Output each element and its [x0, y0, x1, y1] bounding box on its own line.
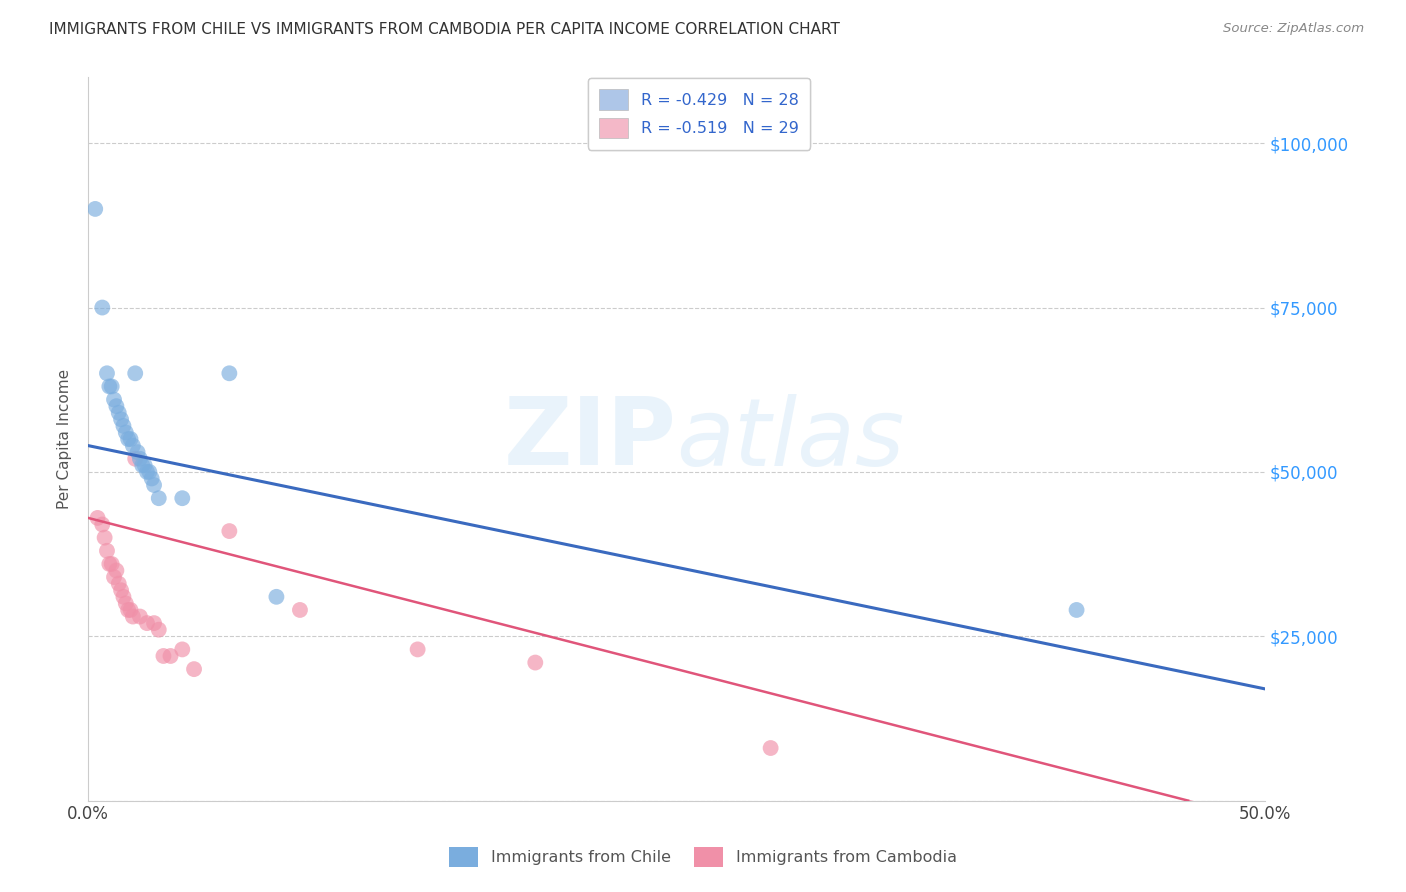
Point	[152, 648, 174, 663]
Point	[141, 471, 163, 485]
Point	[114, 596, 136, 610]
Point	[159, 648, 181, 663]
Point	[406, 642, 429, 657]
Point	[136, 465, 159, 479]
Point	[120, 603, 142, 617]
Point	[112, 418, 135, 433]
Point	[218, 524, 240, 538]
Point	[131, 458, 153, 473]
Text: atlas: atlas	[676, 393, 904, 484]
Point	[124, 366, 146, 380]
Point	[86, 511, 108, 525]
Point	[107, 406, 129, 420]
Text: IMMIGRANTS FROM CHILE VS IMMIGRANTS FROM CAMBODIA PER CAPITA INCOME CORRELATION : IMMIGRANTS FROM CHILE VS IMMIGRANTS FROM…	[49, 22, 841, 37]
Point	[91, 301, 114, 315]
Point	[121, 609, 143, 624]
Point	[100, 379, 122, 393]
Point	[112, 590, 135, 604]
Point	[105, 399, 128, 413]
Point	[98, 557, 121, 571]
Point	[143, 616, 166, 631]
Point	[120, 432, 142, 446]
Point	[134, 458, 156, 473]
Point	[117, 603, 139, 617]
Point	[96, 366, 118, 380]
Y-axis label: Per Capita Income: Per Capita Income	[58, 369, 72, 509]
Point	[110, 412, 132, 426]
Point	[96, 543, 118, 558]
Point	[91, 517, 114, 532]
Legend: R = -0.429   N = 28, R = -0.519   N = 29: R = -0.429 N = 28, R = -0.519 N = 29	[588, 78, 810, 150]
Point	[138, 465, 160, 479]
Point	[107, 576, 129, 591]
Point	[129, 609, 152, 624]
Point	[103, 392, 125, 407]
Legend: Immigrants from Chile, Immigrants from Cambodia: Immigrants from Chile, Immigrants from C…	[441, 838, 965, 875]
Point	[172, 642, 194, 657]
Text: Source: ZipAtlas.com: Source: ZipAtlas.com	[1223, 22, 1364, 36]
Point	[84, 202, 107, 216]
Point	[148, 491, 170, 506]
Point	[288, 603, 311, 617]
Point	[117, 432, 139, 446]
Point	[1066, 603, 1088, 617]
Point	[183, 662, 205, 676]
Point	[127, 445, 149, 459]
Point	[110, 583, 132, 598]
Point	[218, 366, 240, 380]
Point	[136, 616, 159, 631]
Text: ZIP: ZIP	[503, 393, 676, 485]
Point	[148, 623, 170, 637]
Point	[129, 451, 152, 466]
Point	[143, 478, 166, 492]
Point	[105, 564, 128, 578]
Point	[100, 557, 122, 571]
Point	[121, 439, 143, 453]
Point	[759, 741, 782, 756]
Point	[98, 379, 121, 393]
Point	[93, 531, 115, 545]
Point	[172, 491, 194, 506]
Point	[524, 656, 547, 670]
Point	[103, 570, 125, 584]
Point	[114, 425, 136, 440]
Point	[266, 590, 288, 604]
Point	[124, 451, 146, 466]
